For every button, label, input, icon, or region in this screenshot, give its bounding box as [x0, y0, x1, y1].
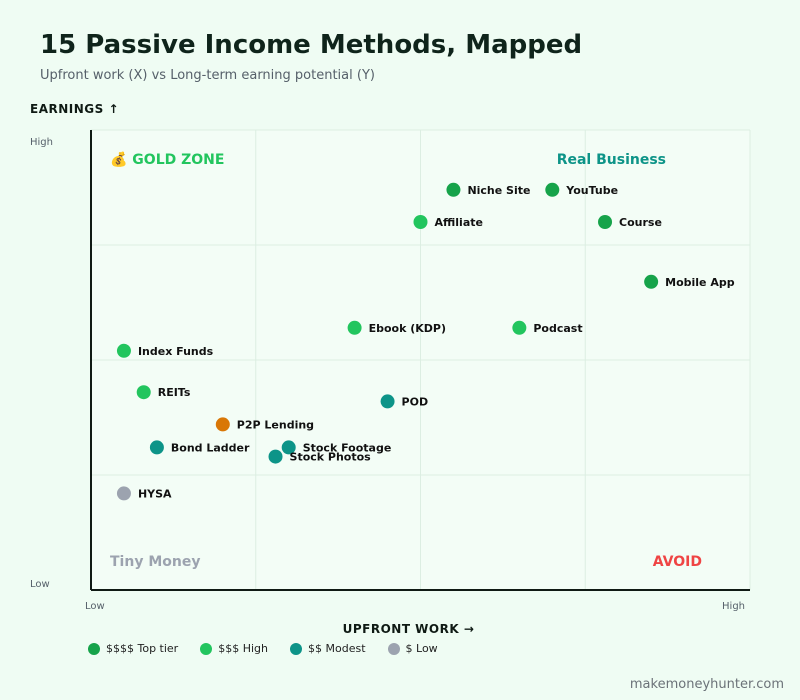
legend-swatch-high: [200, 642, 213, 655]
point-niche-site: [446, 182, 461, 197]
point-stock-photos: [268, 449, 283, 464]
x-tick-label-high: High: [722, 601, 745, 612]
legend-swatch-modest: [290, 642, 302, 655]
quadrant-label-top-left: 💰 GOLD ZONE: [110, 151, 224, 168]
point-label-stock-footage: Stock Footage: [303, 441, 392, 454]
point-label-affiliate: Affiliate: [435, 216, 483, 229]
point-affiliate: [413, 215, 428, 229]
legend-item-modest: $$ Modest: [290, 642, 366, 655]
point-reits: [136, 385, 151, 400]
quadrant-label-bottom-left: Tiny Money: [110, 554, 200, 570]
quadrant-label-top-right: Real Business: [557, 152, 666, 168]
x-tick-label-low: Low: [85, 601, 105, 612]
point-index-funds: [116, 343, 131, 358]
point-podcast: [512, 320, 527, 335]
legend-label-modest: $$ Modest: [308, 642, 366, 655]
point-label-index-funds: Index Funds: [138, 345, 214, 358]
quadrant-label-bottom-right: AVOID: [653, 554, 702, 570]
point-label-stock-photos: Stock Photos: [290, 451, 372, 464]
point-mobile-app: [644, 274, 659, 289]
y-tick-label-low: Low: [30, 579, 50, 590]
legend-label-top: $$$$ Top tier: [106, 642, 179, 655]
x-axis-label: UPFRONT WORK →: [343, 622, 475, 636]
legend-item-top: $$$$ Top tier: [88, 642, 178, 655]
point-p2p-lending: [215, 417, 230, 432]
legend-label-high: $$$ High: [218, 642, 268, 655]
point-label-hysa: HYSA: [138, 487, 172, 500]
point-label-mobile-app: Mobile App: [665, 276, 735, 289]
point-youtube: [545, 182, 560, 197]
point-label-niche-site: Niche Site: [467, 184, 530, 197]
point-hysa: [116, 486, 131, 501]
point-label-p2p-lending: P2P Lending: [237, 418, 314, 431]
point-pod: [380, 394, 395, 409]
point-ebook-kdp: [347, 320, 362, 335]
point-bond-ladder: [149, 440, 164, 455]
legend: $$$$ Top tier $$$ High $$ Modest $ Low: [88, 642, 438, 655]
point-label-podcast: Podcast: [533, 322, 582, 335]
legend-item-low: $ Low: [387, 642, 438, 655]
point-stock-footage: [281, 440, 296, 455]
legend-swatch-top: [88, 642, 100, 655]
point-label-reits: REITs: [158, 386, 191, 399]
y-tick-label-high: High: [30, 137, 53, 148]
point-course: [598, 215, 613, 229]
legend-label-low: $ Low: [405, 642, 438, 655]
point-label-pod: POD: [402, 395, 429, 408]
y-axis-label: EARNINGS ↑: [30, 102, 119, 116]
point-label-bond-ladder: Bond Ladder: [171, 441, 250, 454]
point-label-ebook-kdp: Ebook (KDP): [369, 322, 446, 335]
legend-item-high: $$$ High: [200, 642, 268, 655]
footer-site: makemoneyhunter.com: [629, 677, 784, 692]
point-label-course: Course: [619, 216, 662, 229]
point-label-youtube: YouTube: [565, 184, 618, 197]
legend-swatch-low: [387, 642, 400, 655]
chart-title: 15 Passive Income Methods, Mapped: [40, 30, 583, 60]
chart-subtitle: Upfront work (X) vs Long-term earning po…: [40, 68, 375, 83]
